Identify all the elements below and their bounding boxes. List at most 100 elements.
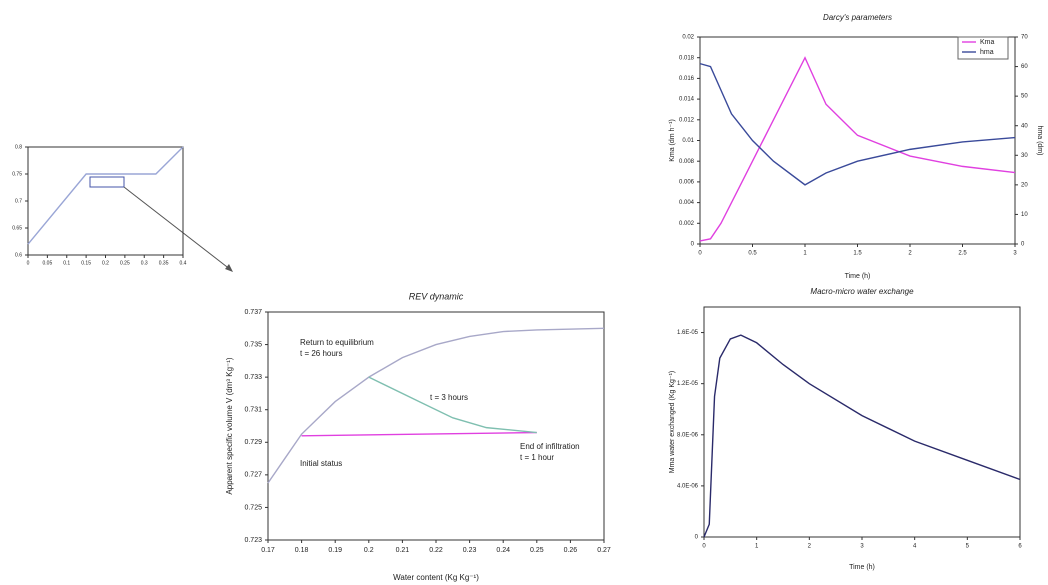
y-tick-label: 1.2E-05 xyxy=(677,381,699,387)
x-tick-label: 0.19 xyxy=(328,547,342,554)
y2-tick-label: 50 xyxy=(1021,94,1028,100)
y2-tick-label: 70 xyxy=(1021,35,1028,41)
annotation: t = 3 hours xyxy=(430,393,468,402)
y-axis-label: Apparent specific volume V (dm³ Kg⁻¹) xyxy=(225,357,234,494)
legend-label: hma xyxy=(980,49,994,56)
x-tick-label: 2 xyxy=(908,251,912,257)
x-tick-label: 6 xyxy=(1018,544,1022,550)
chart-title: Macro-micro water exchange xyxy=(810,287,914,296)
y-tick-label: 0.733 xyxy=(244,374,262,381)
y-tick-label: 0.729 xyxy=(244,439,262,446)
y2-tick-label: 20 xyxy=(1021,182,1028,188)
x-tick-label: 0.15 xyxy=(81,260,91,266)
y-tick-label: 0.014 xyxy=(679,97,695,103)
legend-label: Kma xyxy=(980,39,995,46)
x-tick-label: 0.18 xyxy=(295,547,309,554)
y-tick-label: 0.8 xyxy=(15,144,22,150)
chart-title: Darcy's parameters xyxy=(823,13,892,22)
y-tick-label: 0.01 xyxy=(682,138,694,144)
x-tick-label: 0 xyxy=(698,251,702,257)
x-tick-label: 1 xyxy=(755,544,759,550)
y-tick-label: 4.0E-06 xyxy=(677,483,699,489)
y-tick-label: 0.6 xyxy=(15,252,22,258)
x-tick-label: 3 xyxy=(860,544,864,550)
data-line xyxy=(699,62,1016,186)
plot-frame xyxy=(703,306,1021,538)
y-tick-label: 0.723 xyxy=(244,537,262,544)
y-tick-label: 0.65 xyxy=(12,225,22,231)
annotation: Initial status xyxy=(300,459,342,468)
y-tick-label: 8.0E-06 xyxy=(677,432,699,438)
x-tick-label: 0.24 xyxy=(496,547,510,554)
y-tick-label: 0.725 xyxy=(244,504,262,511)
y-tick-label: 0.016 xyxy=(679,76,695,82)
y-axis-label: Mma water exchanged (Kg Kg⁻¹) xyxy=(669,371,676,474)
y-tick-label: 0.7 xyxy=(15,198,22,204)
x-tick-label: 0.25 xyxy=(530,547,544,554)
y-tick-label: 0.75 xyxy=(12,171,22,177)
data-line xyxy=(368,376,537,434)
plot-frame xyxy=(27,146,184,256)
y-tick-label: 0.735 xyxy=(244,341,262,348)
arrow-head xyxy=(225,264,233,272)
x-tick-label: 0.1 xyxy=(63,260,70,266)
x-tick-label: 0.27 xyxy=(597,547,611,554)
data-line xyxy=(301,431,537,437)
y-tick-label: 0.012 xyxy=(679,117,695,123)
y2-tick-label: 0 xyxy=(1021,242,1025,248)
x-tick-label: 0.5 xyxy=(748,251,757,257)
plot-frame xyxy=(699,36,1016,245)
x-tick-label: 4 xyxy=(913,544,917,550)
x-tick-label: 0.22 xyxy=(429,547,443,554)
x-tick-label: 0.26 xyxy=(564,547,578,554)
x-tick-label: 0.4 xyxy=(180,260,187,266)
x-axis-label: Time (h) xyxy=(849,564,875,571)
x-axis-label: Water content (Kg Kg⁻¹) xyxy=(393,573,479,582)
x-tick-label: 0.3 xyxy=(141,260,148,266)
y-tick-label: 0.004 xyxy=(679,200,695,206)
data-line xyxy=(703,334,1021,538)
x-axis-label: Time (h) xyxy=(845,273,871,280)
y2-tick-label: 60 xyxy=(1021,64,1028,70)
x-tick-label: 0.23 xyxy=(463,547,477,554)
annotation: t = 1 hour xyxy=(520,453,554,462)
y-tick-label: 0.737 xyxy=(244,309,262,316)
y2-tick-label: 30 xyxy=(1021,153,1028,159)
y-tick-label: 1.6E-05 xyxy=(677,330,699,336)
chart-title: REV dynamic xyxy=(409,291,464,301)
y-tick-label: 0.002 xyxy=(679,221,695,227)
x-tick-label: 0.25 xyxy=(120,260,130,266)
x-tick-label: 5 xyxy=(966,544,970,550)
x-tick-label: 2.5 xyxy=(958,251,967,257)
x-tick-label: 0 xyxy=(27,260,30,266)
y-tick-label: 0 xyxy=(691,242,695,248)
annotation: End of infiltration xyxy=(520,442,580,451)
zoom-box xyxy=(89,176,125,188)
y2-tick-label: 10 xyxy=(1021,212,1028,218)
y-tick-label: 0.727 xyxy=(244,472,262,479)
y-tick-label: 0 xyxy=(695,535,699,541)
y-tick-label: 0.731 xyxy=(244,407,262,414)
x-tick-label: 1.5 xyxy=(853,251,862,257)
x-tick-label: 0.2 xyxy=(102,260,109,266)
x-tick-label: 0.21 xyxy=(396,547,410,554)
x-tick-label: 2 xyxy=(808,544,812,550)
y-tick-label: 0.008 xyxy=(679,159,695,165)
data-line xyxy=(267,327,605,484)
data-line xyxy=(699,56,1016,242)
y2-tick-label: 40 xyxy=(1021,123,1028,129)
y2-axis-label: hma (dm) xyxy=(1036,126,1043,156)
x-tick-label: 3 xyxy=(1013,251,1017,257)
annotation: Return to equilibrium xyxy=(300,338,374,347)
y-tick-label: 0.006 xyxy=(679,179,695,185)
y-axis-label: Kma (dm h⁻¹) xyxy=(669,119,676,162)
y-tick-label: 0.02 xyxy=(682,35,694,41)
annotation: t = 26 hours xyxy=(300,349,342,358)
y-tick-label: 0.018 xyxy=(679,55,695,61)
zoom-arrow xyxy=(123,186,232,271)
x-tick-label: 0.17 xyxy=(261,547,275,554)
x-tick-label: 0.05 xyxy=(43,260,53,266)
x-tick-label: 1 xyxy=(803,251,807,257)
data-line xyxy=(27,146,184,245)
